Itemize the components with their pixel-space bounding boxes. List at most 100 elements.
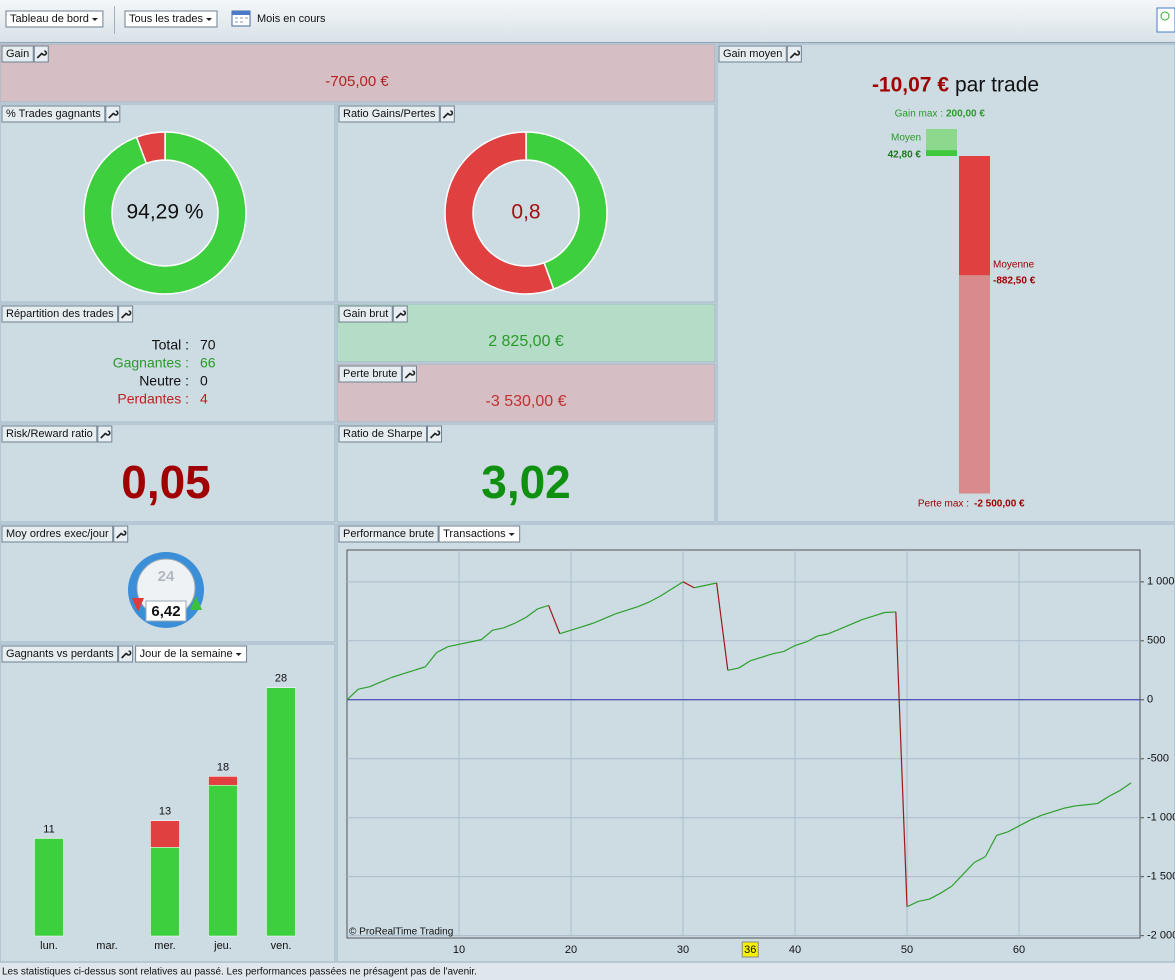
equity-line xyxy=(503,622,516,629)
equity-line xyxy=(671,581,684,590)
equity-line xyxy=(492,627,504,631)
equity-line xyxy=(414,666,426,671)
mode-dropdown[interactable]: Transactions xyxy=(443,528,506,540)
period[interactable]: Mois en cours xyxy=(257,13,326,25)
breakdown-panel xyxy=(0,303,336,423)
equity-line xyxy=(828,628,841,635)
view-dropdown-box[interactable] xyxy=(5,10,104,28)
x-tick-label: mer. xyxy=(154,940,175,952)
x-tick-label: ven. xyxy=(271,940,292,952)
win-rate-label: 94,29 % xyxy=(126,201,203,224)
bar xyxy=(208,785,238,937)
filter-dropdown[interactable]: Tous les trades xyxy=(129,13,203,25)
x-tick-label: 40 xyxy=(789,944,801,956)
wrench-icon xyxy=(121,310,132,319)
bar-total: 11 xyxy=(43,823,54,835)
equity-line xyxy=(559,629,572,635)
panel-title: Gain moyen xyxy=(723,48,782,60)
avg-bar xyxy=(959,156,990,276)
wrench-icon xyxy=(116,530,127,539)
bar xyxy=(34,838,64,937)
equity-line xyxy=(649,595,661,603)
panel-title-box xyxy=(1,45,34,63)
view-dropdown[interactable]: Tableau de bord xyxy=(10,13,89,25)
bar xyxy=(208,776,238,786)
equity-line xyxy=(1108,790,1121,798)
breakdown-value: 0 xyxy=(200,373,208,389)
wrench-icon xyxy=(429,430,441,439)
y-tick-label: -1 000 xyxy=(1147,812,1175,824)
filter-dropdown-box[interactable] xyxy=(124,10,218,28)
y-tick-label: -500 xyxy=(1147,753,1169,765)
app-icon xyxy=(1156,7,1175,33)
mode-dropdown-box[interactable] xyxy=(135,645,248,663)
equity-line xyxy=(1063,805,1076,809)
gross-gain-value: 2 825,00 € xyxy=(488,333,564,350)
equity-line xyxy=(1018,819,1031,827)
breakdown-value: 4 xyxy=(200,391,208,407)
equity-line xyxy=(1086,802,1098,806)
x-tick-label: 30 xyxy=(677,944,689,956)
equity-line xyxy=(402,669,415,675)
equity-line xyxy=(369,681,381,688)
equity-line xyxy=(481,629,493,641)
max-gain-label: Gain max : xyxy=(895,109,943,120)
x-tick-label: 20 xyxy=(565,944,577,956)
donut-slice xyxy=(135,131,166,165)
risk-value: 0,05 xyxy=(121,456,211,508)
mode-dropdown-box[interactable] xyxy=(438,525,521,543)
equity-line xyxy=(604,613,617,619)
x-tick-label: 60 xyxy=(1013,944,1025,956)
equity-line xyxy=(783,644,796,652)
equity-line xyxy=(660,588,673,597)
orders-dial: 24 6,42 xyxy=(128,552,204,628)
equity-line xyxy=(582,622,594,628)
panel-title: Gain brut xyxy=(343,308,388,320)
equity-line xyxy=(470,639,482,643)
footer-bar xyxy=(0,963,1175,980)
equity-line xyxy=(772,650,784,655)
donut-slice xyxy=(444,131,555,295)
cursor-box xyxy=(741,941,759,958)
bar xyxy=(266,687,296,937)
equity-line xyxy=(750,656,762,662)
panel-title-box xyxy=(338,525,439,543)
equity-line xyxy=(862,615,874,621)
x-tick-label: jeu. xyxy=(213,940,232,952)
panel-title-box xyxy=(338,305,393,323)
panel-title-box xyxy=(718,45,787,63)
cursor-label: 36 xyxy=(744,944,756,956)
equity-line xyxy=(626,606,639,611)
panel-title: Risk/Reward ratio xyxy=(6,428,93,440)
panel-title-box xyxy=(1,645,119,663)
equity-line xyxy=(973,856,986,864)
panel-title: Perte brute xyxy=(343,368,397,380)
breakdown-label: Perdantes : xyxy=(117,391,189,407)
equity-line xyxy=(839,623,852,630)
equity-line xyxy=(458,641,471,645)
gain-value: -705,00 € xyxy=(325,73,389,90)
bar xyxy=(150,820,180,848)
equity-line xyxy=(615,609,628,615)
equity-line xyxy=(727,667,740,671)
equity-line xyxy=(537,604,549,610)
dropdown-arrow xyxy=(205,18,212,21)
mode-dropdown[interactable]: Jour de la semaine xyxy=(140,648,233,660)
equity-line xyxy=(962,862,975,875)
dropdown-arrow xyxy=(91,18,98,21)
equity-line xyxy=(514,616,527,624)
dial-label: 24 xyxy=(158,568,175,585)
equity-line xyxy=(906,900,919,908)
equity-line xyxy=(436,646,449,654)
x-tick-label: 50 xyxy=(901,944,913,956)
breakdown-label: Neutre : xyxy=(139,373,189,389)
dropdown-arrow xyxy=(235,653,242,656)
bar-total: 18 xyxy=(217,761,229,773)
panel-title: % Trades gagnants xyxy=(6,108,101,120)
equity-line xyxy=(694,584,706,589)
wrench-icon xyxy=(789,50,801,59)
equity-line xyxy=(637,601,650,608)
equity-line xyxy=(548,605,561,634)
breakdown-label: Total : xyxy=(152,337,189,353)
